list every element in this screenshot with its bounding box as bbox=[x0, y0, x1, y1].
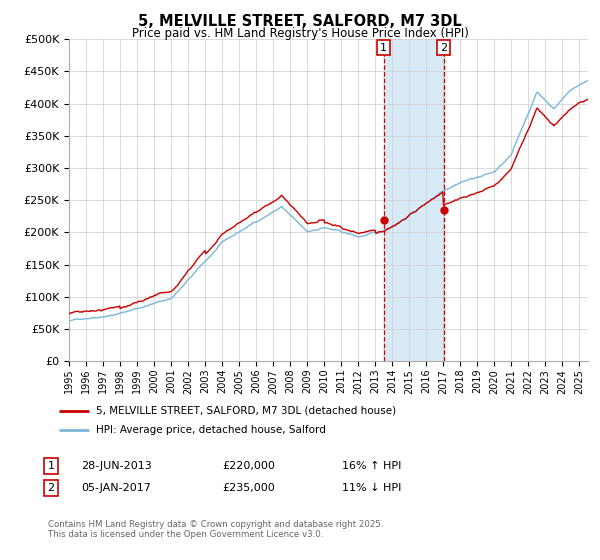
Text: 5, MELVILLE STREET, SALFORD, M7 3DL: 5, MELVILLE STREET, SALFORD, M7 3DL bbox=[138, 14, 462, 29]
Bar bbox=[383, 39, 444, 361]
Text: This data is licensed under the Open Government Licence v3.0.: This data is licensed under the Open Gov… bbox=[48, 530, 323, 539]
Text: Price paid vs. HM Land Registry's House Price Index (HPI): Price paid vs. HM Land Registry's House … bbox=[131, 27, 469, 40]
Text: HPI: Average price, detached house, Salford: HPI: Average price, detached house, Salf… bbox=[96, 424, 326, 435]
Text: 1: 1 bbox=[47, 461, 55, 471]
Text: 28-JUN-2013: 28-JUN-2013 bbox=[81, 461, 152, 471]
Text: 05-JAN-2017: 05-JAN-2017 bbox=[81, 483, 151, 493]
Text: Contains HM Land Registry data © Crown copyright and database right 2025.: Contains HM Land Registry data © Crown c… bbox=[48, 520, 383, 529]
Text: £220,000: £220,000 bbox=[222, 461, 275, 471]
Text: 2: 2 bbox=[47, 483, 55, 493]
Text: 11% ↓ HPI: 11% ↓ HPI bbox=[342, 483, 401, 493]
Text: £235,000: £235,000 bbox=[222, 483, 275, 493]
Text: 2: 2 bbox=[440, 43, 447, 53]
Text: 5, MELVILLE STREET, SALFORD, M7 3DL (detached house): 5, MELVILLE STREET, SALFORD, M7 3DL (det… bbox=[96, 405, 396, 416]
Text: 1: 1 bbox=[380, 43, 387, 53]
Text: 16% ↑ HPI: 16% ↑ HPI bbox=[342, 461, 401, 471]
